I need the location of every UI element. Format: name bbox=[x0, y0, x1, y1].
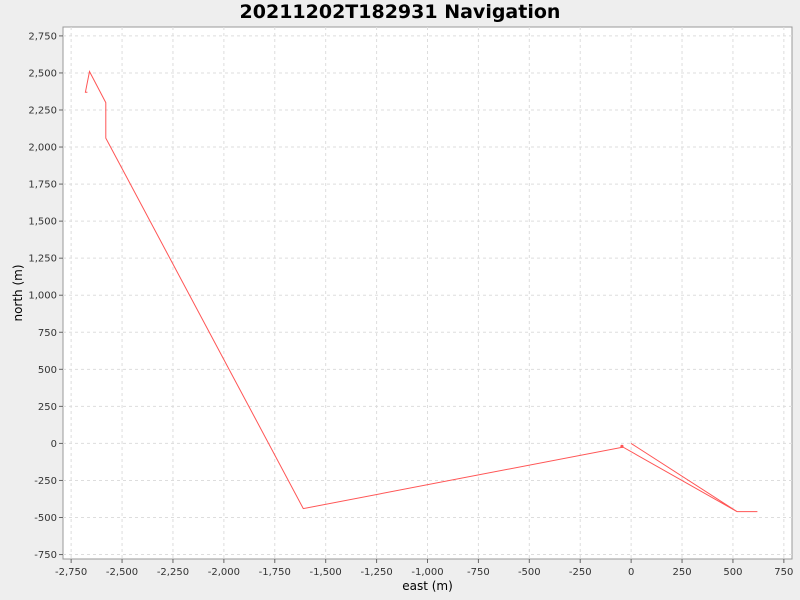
x-tick-label: -1,500 bbox=[310, 567, 342, 578]
y-tick-label: 1,000 bbox=[28, 291, 57, 302]
x-tick-label: -750 bbox=[467, 567, 490, 578]
y-tick-label: 2,000 bbox=[28, 143, 57, 154]
y-tick-label: 750 bbox=[38, 328, 57, 339]
x-tick-label: -1,750 bbox=[259, 567, 291, 578]
y-tick-label: 2,750 bbox=[28, 31, 57, 42]
x-tick-label: -2,000 bbox=[208, 567, 240, 578]
x-tick-label: -500 bbox=[518, 567, 541, 578]
x-tick-label: -1,000 bbox=[411, 567, 443, 578]
y-tick-label: 1,750 bbox=[28, 180, 57, 191]
y-tick-label: -250 bbox=[34, 476, 57, 487]
x-tick-label: -2,500 bbox=[106, 567, 138, 578]
x-tick-label: 0 bbox=[628, 567, 634, 578]
y-tick-label: 2,500 bbox=[28, 68, 57, 79]
x-axis-label: east (m) bbox=[402, 579, 453, 593]
y-axis-label: north (m) bbox=[11, 264, 25, 321]
series-line bbox=[84, 70, 758, 513]
x-tick-label: -2,750 bbox=[55, 567, 87, 578]
y-tick-label: 2,250 bbox=[28, 105, 57, 116]
chart-title: 20211202T182931 Navigation bbox=[239, 1, 561, 23]
y-tick-label: 1,250 bbox=[28, 254, 57, 265]
x-tick-label: 500 bbox=[723, 567, 742, 578]
y-tick-label: -750 bbox=[34, 550, 57, 561]
position-marker bbox=[620, 444, 624, 448]
y-tick-label: -500 bbox=[34, 513, 57, 524]
x-tick-label: -250 bbox=[569, 567, 592, 578]
y-tick-label: 1,500 bbox=[28, 217, 57, 228]
x-tick-label: 750 bbox=[774, 567, 793, 578]
y-tick-label: 250 bbox=[38, 402, 57, 413]
y-tick-label: 0 bbox=[51, 439, 57, 450]
x-tick-label: 250 bbox=[672, 567, 691, 578]
x-tick-label: -2,250 bbox=[157, 567, 189, 578]
x-tick-label: -1,250 bbox=[360, 567, 392, 578]
y-tick-label: 500 bbox=[38, 365, 57, 376]
